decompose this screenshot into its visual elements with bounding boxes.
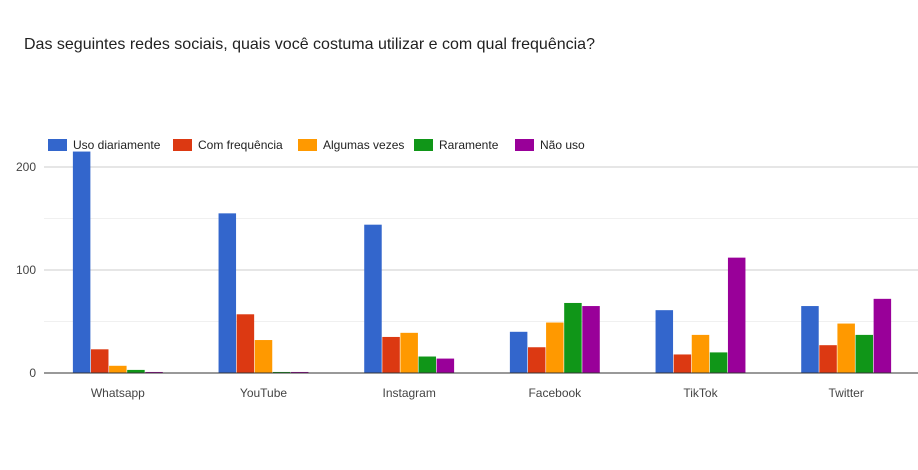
bar — [673, 354, 692, 373]
bar — [727, 257, 746, 373]
x-tick-label: Whatsapp — [91, 386, 145, 400]
bar — [655, 310, 674, 373]
bar — [801, 306, 819, 373]
bar — [527, 347, 546, 373]
y-tick-label: 200 — [16, 160, 36, 174]
legend: Uso diariamente Com frequência Algumas vez… — [48, 138, 585, 152]
bar — [509, 331, 528, 373]
legend-label: Uso diariamente — [73, 138, 161, 152]
bar — [837, 323, 855, 373]
bar — [873, 298, 892, 373]
legend-label: Com frequência — [198, 138, 283, 152]
bar — [691, 334, 710, 373]
x-tick-label: Facebook — [528, 386, 582, 400]
y-tick-label: 0 — [29, 366, 36, 380]
x-tick-label: TikTok — [683, 386, 718, 400]
bar — [382, 336, 400, 373]
legend-swatch — [515, 139, 534, 151]
x-tick-label: Instagram — [382, 386, 435, 400]
bar — [582, 306, 600, 373]
bar — [855, 334, 874, 373]
x-tick-label: Twitter — [828, 386, 863, 400]
bar — [90, 349, 109, 373]
legend-swatch — [414, 139, 433, 151]
bar — [254, 340, 273, 373]
legend-swatch — [173, 139, 192, 151]
bar — [236, 314, 255, 373]
y-tick-label: 100 — [16, 263, 36, 277]
axes: 0 100 200 Whatsapp YouTube Instagram Facebook T… — [16, 160, 918, 400]
bar — [709, 352, 728, 373]
legend-label: Não uso — [540, 138, 585, 152]
bar — [272, 371, 291, 373]
bar — [400, 332, 418, 373]
chart-title: Das seguintes redes sociais, quais você … — [24, 36, 595, 53]
bar — [145, 371, 163, 373]
legend-label: Raramente — [439, 138, 499, 152]
bar — [436, 358, 455, 373]
bar — [290, 371, 309, 373]
bar — [546, 322, 564, 373]
bar — [819, 345, 837, 373]
legend-swatch — [298, 139, 317, 151]
bar — [127, 369, 145, 373]
x-tick-label: YouTube — [240, 386, 287, 400]
bar — [418, 356, 437, 373]
bar — [218, 213, 237, 373]
bar — [72, 151, 91, 373]
gridlines — [44, 166, 918, 322]
bar — [364, 224, 382, 373]
legend-swatch — [48, 139, 67, 151]
bar — [564, 302, 582, 373]
bars — [72, 151, 892, 373]
bar — [109, 365, 127, 373]
legend-label: Algumas vezes — [323, 138, 404, 152]
